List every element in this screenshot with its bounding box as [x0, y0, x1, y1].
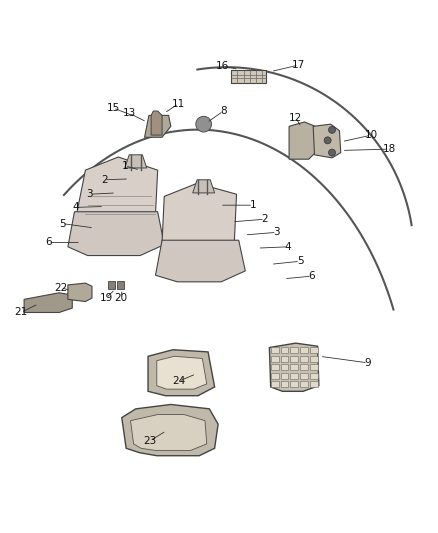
Circle shape — [324, 137, 331, 144]
Bar — [290, 347, 298, 353]
Polygon shape — [122, 405, 218, 456]
Text: 24: 24 — [172, 376, 185, 386]
Bar — [300, 347, 308, 353]
Polygon shape — [151, 111, 162, 135]
Circle shape — [328, 126, 336, 133]
Polygon shape — [193, 180, 215, 193]
Polygon shape — [289, 122, 318, 159]
Text: 2: 2 — [261, 214, 268, 224]
Text: 20: 20 — [114, 293, 127, 303]
Polygon shape — [162, 183, 237, 249]
Polygon shape — [155, 240, 245, 282]
Polygon shape — [157, 356, 207, 389]
Bar — [310, 356, 318, 362]
Text: 1: 1 — [121, 161, 128, 171]
Text: 5: 5 — [297, 256, 304, 266]
Bar — [280, 373, 288, 379]
Circle shape — [328, 149, 336, 156]
Bar — [300, 373, 308, 379]
Bar — [280, 356, 288, 362]
Text: 16: 16 — [216, 61, 229, 71]
Text: 21: 21 — [14, 308, 28, 318]
Bar — [271, 356, 279, 362]
Polygon shape — [269, 343, 319, 391]
Bar — [271, 381, 279, 387]
Text: 8: 8 — [220, 106, 227, 116]
Text: 9: 9 — [364, 358, 371, 368]
Bar — [300, 381, 308, 387]
Polygon shape — [131, 415, 207, 450]
Polygon shape — [77, 157, 158, 223]
Text: 10: 10 — [365, 130, 378, 140]
Text: 6: 6 — [308, 271, 315, 281]
Text: 12: 12 — [289, 112, 302, 123]
Bar — [271, 373, 279, 379]
Bar — [310, 373, 318, 379]
Bar — [310, 364, 318, 370]
Bar — [300, 364, 308, 370]
Text: 3: 3 — [86, 189, 93, 199]
Polygon shape — [108, 280, 115, 289]
Polygon shape — [68, 212, 164, 255]
Text: 22: 22 — [54, 282, 67, 293]
Text: 3: 3 — [273, 228, 280, 237]
Bar — [280, 381, 288, 387]
Text: 1: 1 — [250, 200, 257, 210]
Polygon shape — [231, 70, 266, 83]
Bar — [310, 381, 318, 387]
Text: 15: 15 — [106, 103, 120, 113]
Polygon shape — [148, 350, 215, 395]
Bar — [290, 364, 298, 370]
Text: 6: 6 — [45, 237, 52, 247]
Bar — [300, 356, 308, 362]
Text: 18: 18 — [382, 144, 396, 154]
Bar — [310, 347, 318, 353]
Polygon shape — [145, 115, 171, 138]
Text: 2: 2 — [101, 175, 108, 185]
Text: 23: 23 — [143, 436, 156, 446]
Bar — [280, 364, 288, 370]
Text: 4: 4 — [72, 203, 79, 212]
Text: 11: 11 — [172, 99, 185, 109]
Text: 13: 13 — [123, 108, 136, 118]
Polygon shape — [24, 293, 72, 312]
Polygon shape — [117, 280, 124, 289]
Bar — [271, 347, 279, 353]
Polygon shape — [313, 124, 341, 158]
Text: 4: 4 — [285, 242, 292, 252]
Bar — [271, 364, 279, 370]
Text: 17: 17 — [292, 60, 305, 70]
Polygon shape — [68, 283, 92, 302]
Bar — [290, 373, 298, 379]
Text: 19: 19 — [99, 293, 113, 303]
Circle shape — [196, 116, 212, 132]
Bar — [280, 347, 288, 353]
Polygon shape — [125, 155, 147, 168]
Text: 5: 5 — [59, 219, 66, 229]
Bar — [290, 356, 298, 362]
Bar — [290, 381, 298, 387]
